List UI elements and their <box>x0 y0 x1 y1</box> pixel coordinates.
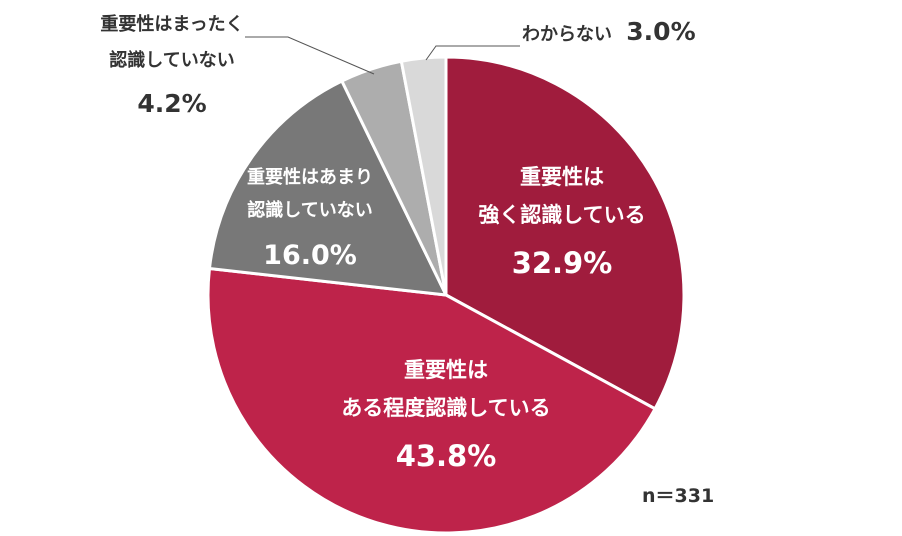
leader-line-4 <box>245 36 375 75</box>
slice-3-label-line-2: 認識していない <box>247 199 372 221</box>
slice-3-label-line-1: 重要性はあまり <box>247 166 373 188</box>
slice-5-label-text: わからない <box>522 24 612 45</box>
slice-2-label-line-1: 重要性は <box>404 358 488 382</box>
slice-1-percent: 32.9% <box>512 246 613 280</box>
slice-1-label-line-2: 強く認識している <box>478 203 645 227</box>
sample-size-note: n＝331 <box>642 485 714 507</box>
slice-5-percent: 3.0% <box>626 17 695 46</box>
slice-4-percent: 4.2% <box>137 89 206 118</box>
pie-slice-3 <box>207 79 448 297</box>
slice-2-percent: 43.8% <box>396 439 497 473</box>
slice-2-label-line-2: ある程度認識している <box>341 396 550 420</box>
slice-3-percent: 16.0% <box>263 240 357 271</box>
pie-slice-5 <box>399 55 448 297</box>
leader-line-5 <box>425 45 520 61</box>
slice-5-label: わからない 3.0% <box>522 17 696 46</box>
leader-lines <box>245 36 520 75</box>
slice-4-label-line-2: 認識していない <box>109 49 234 71</box>
slice-1-label-line-1: 重要性は <box>520 165 604 189</box>
pie-slice-1 <box>444 55 686 411</box>
slice-4-label-line-1: 重要性はまったく <box>100 13 243 35</box>
pie-slices <box>206 55 686 535</box>
pie-slice-2 <box>206 266 657 535</box>
